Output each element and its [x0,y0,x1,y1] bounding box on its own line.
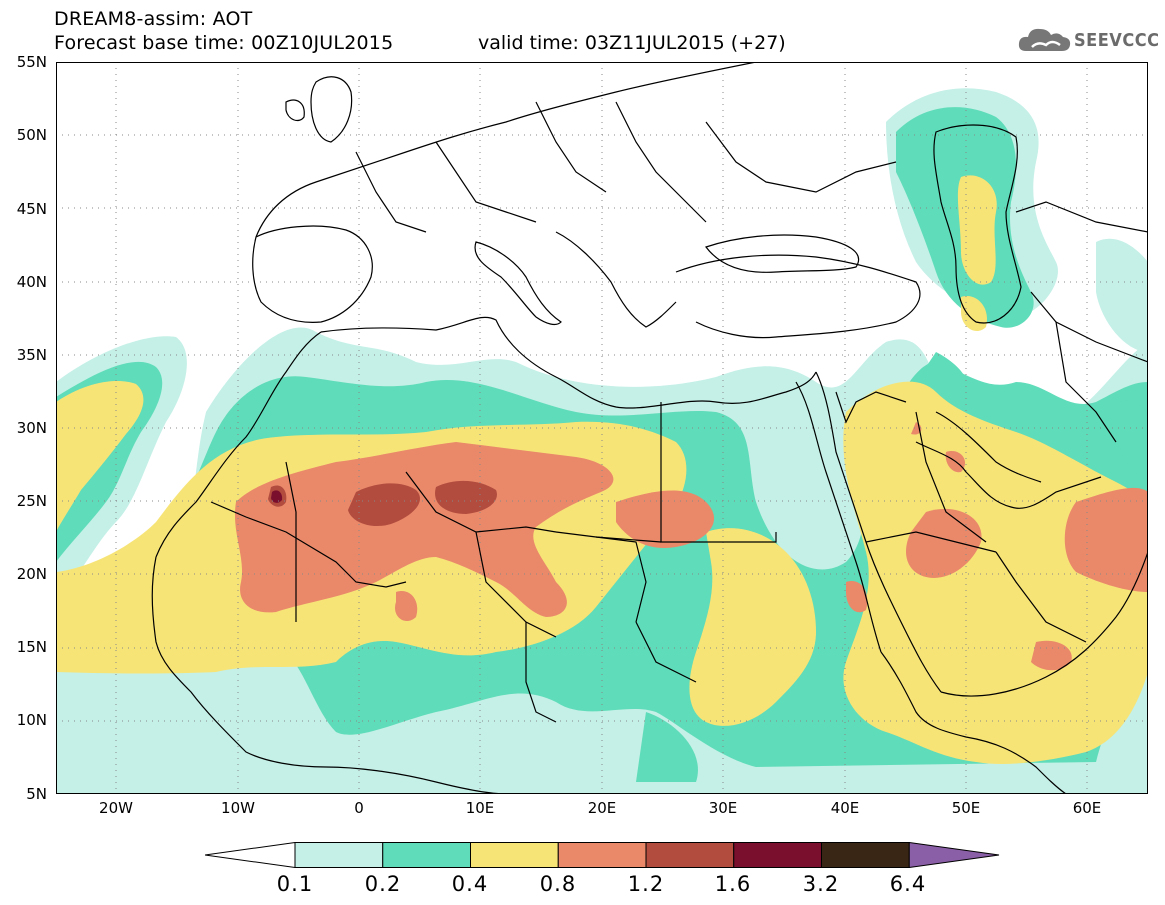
lon-label: 30E [708,799,738,817]
lon-label: 50E [951,799,981,817]
lat-label: 55N [16,53,47,71]
colorbar-segment [470,842,559,868]
lat-label: 10N [16,711,47,729]
lat-label: 50N [16,126,47,144]
aot-level-1.6 [271,490,283,503]
cloud-icon [1018,28,1071,51]
colorbar-segment [908,842,1000,868]
lat-label: 30N [16,419,47,437]
colorbar-segment [294,842,384,868]
lat-label: 25N [16,492,47,510]
colorbar-label: 6.4 [889,872,927,896]
map-frame [56,62,1148,794]
lon-label: 20W [99,799,133,817]
base-time: Forecast base time: 00Z10JUL2015 [54,32,394,54]
colorbar-label: 0.8 [539,872,577,896]
colorbar-label: 1.2 [627,872,665,896]
aot-level-0.4 [56,175,1148,764]
lon-label: 0 [354,799,364,817]
colorbar-segment [382,842,471,868]
coastlines [151,62,1148,794]
colorbar-label: 0.2 [364,872,402,896]
logo: SEEVCCC [1018,22,1160,58]
lon-label: 40E [830,799,860,817]
colorbar-label: 1.6 [714,872,752,896]
lat-label: 5N [26,785,47,803]
colorbar-segment [733,842,822,868]
lat-label: 40N [16,273,47,291]
title-line: DREAM8-assim: AOT [54,8,253,30]
lat-label: 45N [16,200,47,218]
colorbar-label: 3.2 [802,872,840,896]
aot-level-1.2 [268,480,497,527]
colorbar-segment [557,842,647,868]
lat-label: 35N [16,346,47,364]
colorbar [205,842,1000,868]
colorbar-label: 0.4 [451,872,489,896]
lat-label: 20N [16,565,47,583]
colorbar-segment [821,842,910,868]
aot-map [56,62,1148,794]
colorbar-label: 0.1 [276,872,314,896]
lon-label: 10W [221,799,255,817]
colorbar-segment [645,842,735,868]
valid-time: valid time: 03Z11JUL2015 (+27) [478,32,786,54]
colorbar-segment [205,842,296,868]
logo-text: SEEVCCC [1074,30,1160,51]
lon-label: 60E [1072,799,1102,817]
graticule [56,62,1148,794]
aot-level-0.8 [234,422,1148,671]
lon-label: 20E [587,799,617,817]
lat-label: 15N [16,638,47,656]
lon-label: 10E [465,799,495,817]
